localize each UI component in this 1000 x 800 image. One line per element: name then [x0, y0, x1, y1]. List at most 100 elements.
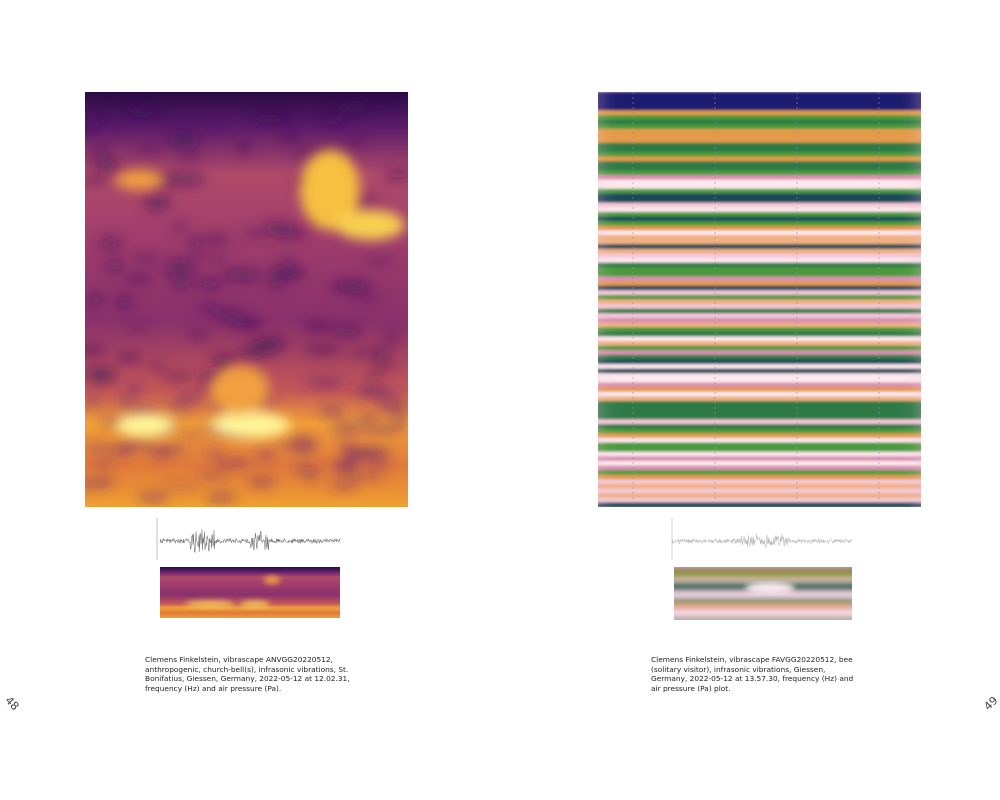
texture	[324, 378, 345, 385]
texture	[212, 255, 227, 262]
texture	[598, 165, 921, 171]
texture	[115, 353, 142, 363]
texture	[598, 101, 921, 107]
texture	[100, 163, 121, 173]
texture	[88, 293, 104, 305]
texture	[674, 595, 852, 599]
texture	[598, 267, 921, 273]
texture	[361, 258, 396, 263]
texture	[222, 269, 262, 282]
texture	[598, 138, 921, 144]
texture	[131, 255, 160, 261]
texture	[254, 450, 277, 460]
texture	[598, 175, 921, 181]
texture	[674, 617, 852, 620]
texture	[674, 576, 852, 580]
texture	[598, 299, 921, 305]
texture	[598, 105, 921, 112]
texture	[360, 388, 397, 394]
texture	[598, 456, 921, 462]
texture	[290, 435, 319, 442]
texture	[292, 464, 323, 474]
texture	[598, 151, 921, 158]
texture	[598, 433, 921, 439]
texture	[674, 567, 852, 571]
texture	[281, 258, 295, 265]
texture	[156, 445, 189, 454]
texture	[598, 115, 921, 121]
texture	[598, 184, 921, 190]
texture	[598, 193, 921, 199]
texture	[598, 290, 921, 296]
texture	[598, 368, 921, 374]
texture	[332, 325, 363, 337]
texture	[674, 569, 852, 573]
texture	[598, 119, 921, 125]
texture	[598, 377, 921, 384]
texture	[187, 237, 206, 247]
texture	[674, 607, 852, 611]
texture	[85, 444, 117, 452]
texture	[598, 198, 921, 204]
texture	[367, 461, 390, 469]
texture	[383, 170, 408, 180]
texture	[598, 92, 921, 98]
texture	[598, 128, 921, 135]
texture	[598, 465, 921, 471]
texture	[598, 285, 921, 291]
texture	[598, 479, 921, 485]
small-spectrogram-left	[160, 567, 340, 618]
texture	[598, 470, 921, 476]
texture	[247, 476, 277, 488]
texture	[598, 474, 921, 480]
texture	[169, 130, 199, 138]
texture	[361, 424, 400, 434]
texture	[304, 345, 342, 354]
waveform-right	[671, 518, 853, 560]
texture	[99, 237, 122, 249]
texture	[674, 579, 852, 583]
texture	[598, 308, 921, 314]
texture	[330, 422, 365, 434]
texture	[598, 460, 921, 467]
texture	[366, 374, 384, 380]
texture	[674, 610, 852, 614]
small-spectrogram-right	[674, 567, 852, 620]
texture	[598, 424, 921, 430]
texture	[598, 419, 921, 425]
texture	[598, 364, 921, 370]
texture	[598, 207, 921, 213]
texture	[598, 170, 921, 176]
texture	[598, 188, 921, 195]
texture	[127, 405, 163, 416]
texture	[267, 266, 305, 279]
texture	[598, 161, 921, 167]
texture	[171, 278, 192, 290]
texture	[598, 336, 921, 342]
texture	[598, 211, 921, 218]
texture	[206, 492, 237, 503]
texture	[209, 310, 247, 319]
texture	[598, 96, 921, 102]
texture	[268, 277, 285, 289]
texture	[187, 331, 209, 339]
texture	[91, 460, 114, 467]
texture	[360, 412, 377, 424]
texture	[598, 271, 921, 278]
caption: Clemens Finkelstein, vibrascape ANVGG202…	[145, 655, 350, 693]
texture	[598, 327, 921, 333]
texture	[347, 350, 386, 356]
texture	[598, 313, 921, 319]
texture	[598, 253, 921, 259]
texture	[598, 502, 921, 507]
texture	[598, 437, 921, 444]
spectrogram-left	[85, 92, 408, 507]
texture	[177, 390, 210, 398]
texture	[176, 153, 203, 160]
texture	[146, 363, 167, 370]
spectrogram-right	[598, 92, 921, 507]
texture	[598, 359, 921, 365]
texture	[288, 150, 326, 155]
texture	[381, 330, 403, 335]
